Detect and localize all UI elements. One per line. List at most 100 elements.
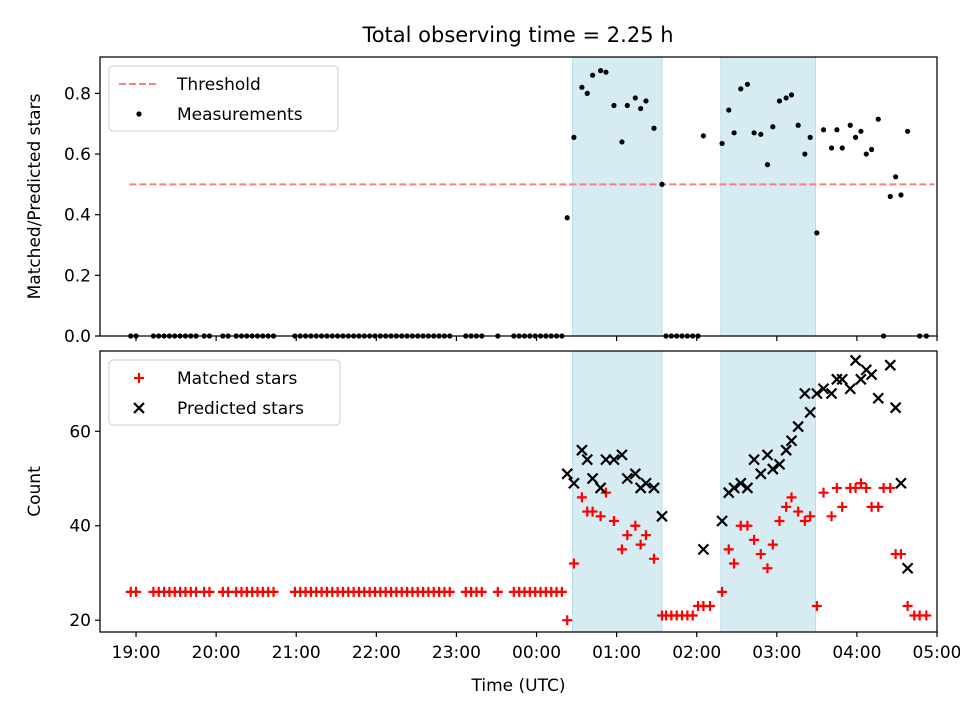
matched-star-point	[767, 539, 778, 550]
measurement-point	[651, 125, 657, 131]
matched-star-point	[268, 586, 279, 597]
predicted-star-point	[785, 434, 798, 447]
measurement-point	[659, 181, 665, 187]
matched-star-point	[799, 516, 810, 527]
measurement-point	[875, 116, 881, 122]
measurement-point	[858, 128, 864, 134]
x-tick-label: 01:00	[592, 643, 641, 663]
predicted-star-point	[648, 482, 660, 494]
y-tick-label: 0.2	[64, 266, 91, 286]
predicted-star-point	[621, 472, 634, 485]
predicted-star-point	[616, 449, 628, 461]
predicted-star-point	[884, 359, 897, 371]
matched-star-point	[576, 492, 587, 503]
measurement-point	[619, 139, 625, 145]
measurement-point	[814, 230, 820, 236]
y-tick-label: 0.6	[64, 145, 91, 165]
measurement-point	[719, 140, 725, 147]
matched-star-point	[444, 586, 455, 597]
x-tick-label: 04:00	[832, 643, 881, 663]
matched-star-point	[837, 501, 848, 512]
predicted-star-point	[865, 368, 878, 381]
measurement-point	[802, 151, 808, 157]
chart-title: Total observing time = 2.25 h	[361, 23, 673, 47]
matched-star-point	[687, 610, 698, 621]
predicted-star-point	[836, 373, 848, 386]
matched-star-point	[805, 511, 816, 522]
matched-star-point	[587, 506, 598, 517]
x-tick-label: 00:00	[512, 643, 561, 663]
measurement-point	[764, 162, 771, 168]
matched-star-point	[895, 549, 906, 560]
y-tick-label: 20	[69, 611, 91, 631]
measurement-point	[852, 134, 859, 140]
predicted-star-point	[817, 383, 830, 395]
matched-star-point	[786, 492, 797, 503]
measurement-points	[128, 68, 929, 339]
matched-star-point	[793, 506, 804, 517]
matched-star-point	[556, 586, 567, 597]
matched-star-point	[568, 558, 579, 569]
matched-star-point	[755, 549, 766, 560]
legend-label: Threshold	[176, 75, 261, 95]
count-points	[125, 354, 932, 626]
matched-star-point	[723, 544, 734, 555]
matched-star-point	[811, 601, 822, 612]
matched-star-point	[861, 482, 872, 493]
shaded-band	[720, 350, 817, 633]
y-tick-label: 60	[69, 422, 91, 442]
measurement-point	[632, 95, 638, 101]
measurement-point	[898, 192, 904, 198]
predicted-star-point	[741, 482, 754, 494]
matched-star-point	[885, 482, 896, 493]
predicted-star-point	[855, 373, 867, 386]
measurement-point	[795, 122, 801, 128]
x-tick-label: 19:00	[112, 643, 161, 663]
predicted-star-point	[901, 562, 914, 575]
measurement-point	[893, 174, 899, 180]
matched-star-point	[831, 482, 842, 493]
predicted-star-point	[640, 477, 652, 490]
x-tick-label: 22:00	[352, 643, 401, 663]
matched-star-point	[562, 615, 573, 626]
matched-star-point	[921, 610, 932, 621]
predicted-star-point	[561, 468, 574, 480]
matched-star-point	[749, 534, 760, 545]
x-axis-label: Time (UTC)	[471, 676, 566, 696]
legend-top: Threshold Measurements	[108, 65, 339, 132]
count-panel: 20 40 60 19:00 20:00 21:00 22:00 23:00 00:00 01:…	[25, 350, 960, 696]
shaded-band	[720, 56, 817, 337]
x-ticks-top	[135, 336, 938, 341]
legend-label: Predicted stars	[177, 399, 304, 419]
measurement-point	[788, 92, 795, 98]
predicted-star-point	[697, 543, 710, 556]
predicted-star-point	[568, 477, 580, 490]
matched-star-point	[630, 520, 641, 531]
plot-frame-bottom	[99, 350, 938, 633]
shaded-band	[572, 56, 663, 337]
x-tick-label: 20:00	[192, 643, 241, 663]
measurement-point	[863, 151, 869, 157]
predicted-star-point	[792, 420, 804, 433]
predicted-star-point	[799, 387, 811, 400]
predicted-star-point	[608, 453, 620, 466]
shaded-intervals	[572, 350, 817, 633]
measurement-point	[579, 84, 585, 90]
measurement-point	[770, 124, 776, 130]
predicted-star-point	[755, 468, 767, 480]
shaded-intervals	[572, 56, 817, 337]
x-tick-label: 05:00	[913, 643, 960, 663]
ratio-panel: 0.00.20.40.60.8 Matched/Predicted stars …	[25, 56, 938, 347]
matched-star-point	[762, 563, 773, 574]
y-axis-label-bottom: Count	[25, 466, 45, 517]
x-tick-label: 21:00	[272, 643, 321, 663]
matched-star-point	[476, 586, 487, 597]
legend-box	[108, 359, 341, 426]
measurement-point	[564, 215, 570, 221]
matched-star-point	[850, 482, 861, 493]
measurement-point	[751, 130, 757, 136]
matched-star-point	[640, 530, 651, 541]
matched-star-point	[600, 487, 611, 498]
predicted-star-point	[811, 387, 823, 400]
